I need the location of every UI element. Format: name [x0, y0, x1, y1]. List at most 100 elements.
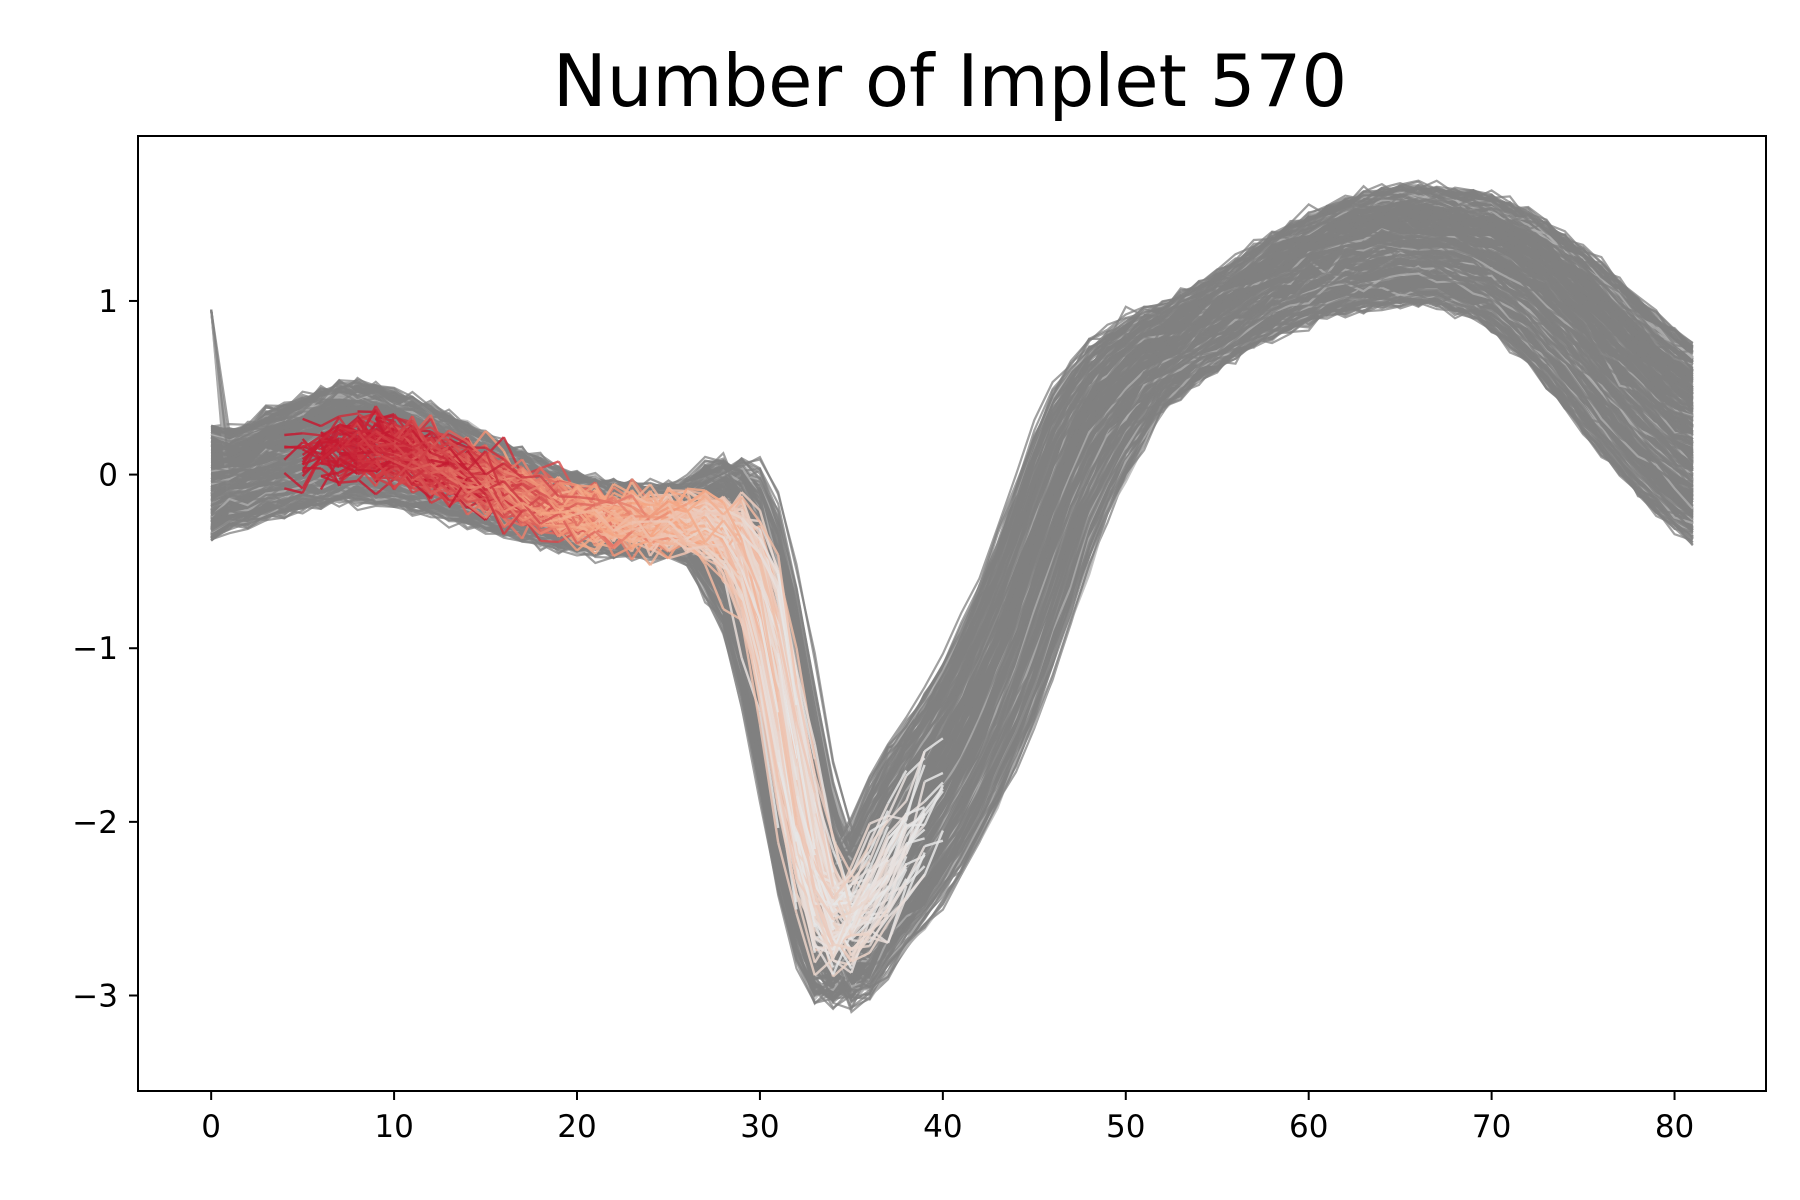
highlight-series-segment	[777, 666, 798, 797]
highlight-series-segment	[338, 428, 359, 443]
highlight-series-segment	[905, 806, 926, 816]
highlight-series-segment	[777, 708, 798, 826]
highlight-series-segment	[612, 530, 633, 550]
highlight-series-lines	[283, 405, 945, 978]
highlight-series-segment	[777, 761, 798, 842]
plot-area	[210, 179, 1694, 1014]
highlight-series-segment	[375, 427, 395, 440]
highlight-series-segment	[758, 711, 780, 829]
highlight-series-segment	[722, 501, 743, 541]
highlight-series-segment	[758, 538, 780, 575]
highlight-series-segment	[484, 475, 505, 493]
highlight-series-segment	[284, 432, 303, 437]
highlight-series-segment	[850, 934, 871, 957]
highlight-series-segment	[338, 440, 359, 462]
highlight-series-segment	[886, 775, 908, 817]
y-tick-label: −3	[72, 979, 118, 1015]
background-series-line	[210, 181, 1694, 856]
highlight-series-segment	[393, 450, 413, 463]
highlight-series-segment	[851, 944, 870, 950]
highlight-series-segment	[777, 808, 798, 894]
highlight-series-segment	[356, 415, 377, 444]
highlight-series-segment	[393, 460, 414, 481]
highlight-series-segment	[539, 460, 560, 470]
x-tick-label: 20	[557, 1109, 596, 1145]
highlight-series-segment	[429, 481, 450, 507]
highlight-series-segment	[594, 503, 615, 516]
highlight-series-segment	[832, 874, 853, 900]
highlight-series-segment	[777, 589, 798, 706]
highlight-series-segment	[301, 457, 322, 477]
highlight-series-segment	[576, 508, 596, 516]
highlight-series-segment	[832, 910, 852, 921]
highlight-series-segment	[758, 591, 780, 702]
highlight-series-segment	[905, 854, 926, 884]
highlight-series-segment	[320, 415, 340, 428]
highlight-series-segment	[850, 914, 871, 938]
highlight-series-segment	[357, 442, 376, 448]
highlight-series-segment	[758, 558, 780, 633]
highlight-series-segment	[412, 469, 432, 479]
highlight-series-segment	[722, 536, 743, 571]
highlight-series-segment	[795, 806, 816, 890]
highlight-series-segment	[868, 826, 890, 870]
highlight-series-segment	[886, 812, 908, 853]
highlight-series-segment	[502, 500, 523, 522]
highlight-series-segment	[338, 457, 359, 470]
highlight-series-segment	[887, 813, 908, 835]
highlight-series-segment	[521, 511, 541, 523]
highlight-series-segment	[576, 503, 597, 529]
highlight-series-segment	[777, 842, 798, 914]
highlight-series-segment	[650, 534, 669, 540]
highlight-series-segment	[319, 424, 341, 456]
x-tick-label: 80	[1655, 1109, 1694, 1145]
y-tick-label: 0	[98, 458, 118, 494]
highlight-series-segment	[429, 429, 450, 450]
highlight-series-segment	[448, 439, 469, 458]
highlight-series-segment	[704, 528, 724, 541]
highlight-series-segment	[613, 534, 633, 539]
highlight-series-segment	[375, 442, 395, 448]
highlight-series-segment	[320, 437, 340, 453]
highlight-series-segment	[411, 460, 432, 475]
y-tick-label: −1	[72, 631, 118, 667]
x-tick-label: 30	[740, 1109, 779, 1145]
highlight-series-segment	[393, 460, 413, 471]
highlight-series-segment	[905, 837, 925, 845]
highlight-series-segment	[704, 495, 725, 516]
highlight-series-segment	[631, 527, 651, 538]
highlight-series-segment	[686, 527, 706, 540]
highlight-series-segment	[758, 650, 780, 751]
highlight-series-segment	[906, 823, 925, 827]
highlight-series-segment	[740, 495, 761, 523]
highlight-series-segment	[905, 764, 926, 815]
highlight-series-segment	[357, 450, 376, 455]
highlight-series-segment	[613, 482, 633, 495]
highlight-series-segment	[886, 825, 908, 882]
highlight-series-segment	[813, 816, 835, 892]
highlight-series-segment	[356, 431, 377, 454]
highlight-series-segment	[502, 517, 523, 540]
highlight-series-segment	[868, 885, 890, 922]
highlight-series-segment	[667, 525, 688, 546]
highlight-series-segment	[686, 545, 706, 551]
highlight-series-segment	[448, 468, 469, 494]
highlight-series-segment	[302, 432, 322, 437]
highlight-series-segment	[283, 471, 304, 490]
highlight-series-segment	[320, 439, 340, 444]
highlight-series-segment	[686, 507, 706, 524]
highlight-series-segment	[758, 588, 780, 667]
highlight-series-segment	[558, 495, 578, 499]
highlight-series-segment	[375, 452, 395, 463]
highlight-series-segment	[758, 640, 780, 732]
highlight-series-segment	[430, 483, 450, 496]
highlight-series-segment	[813, 792, 835, 888]
highlight-series-segment	[924, 839, 944, 848]
highlight-series-segment	[758, 702, 780, 810]
highlight-series-segment	[850, 887, 871, 931]
highlight-series-segment	[722, 519, 743, 547]
axes-frame	[137, 135, 1767, 1092]
highlight-series-segment	[430, 458, 450, 465]
highlight-series-segment	[430, 444, 450, 457]
highlight-series-segment	[429, 426, 450, 442]
